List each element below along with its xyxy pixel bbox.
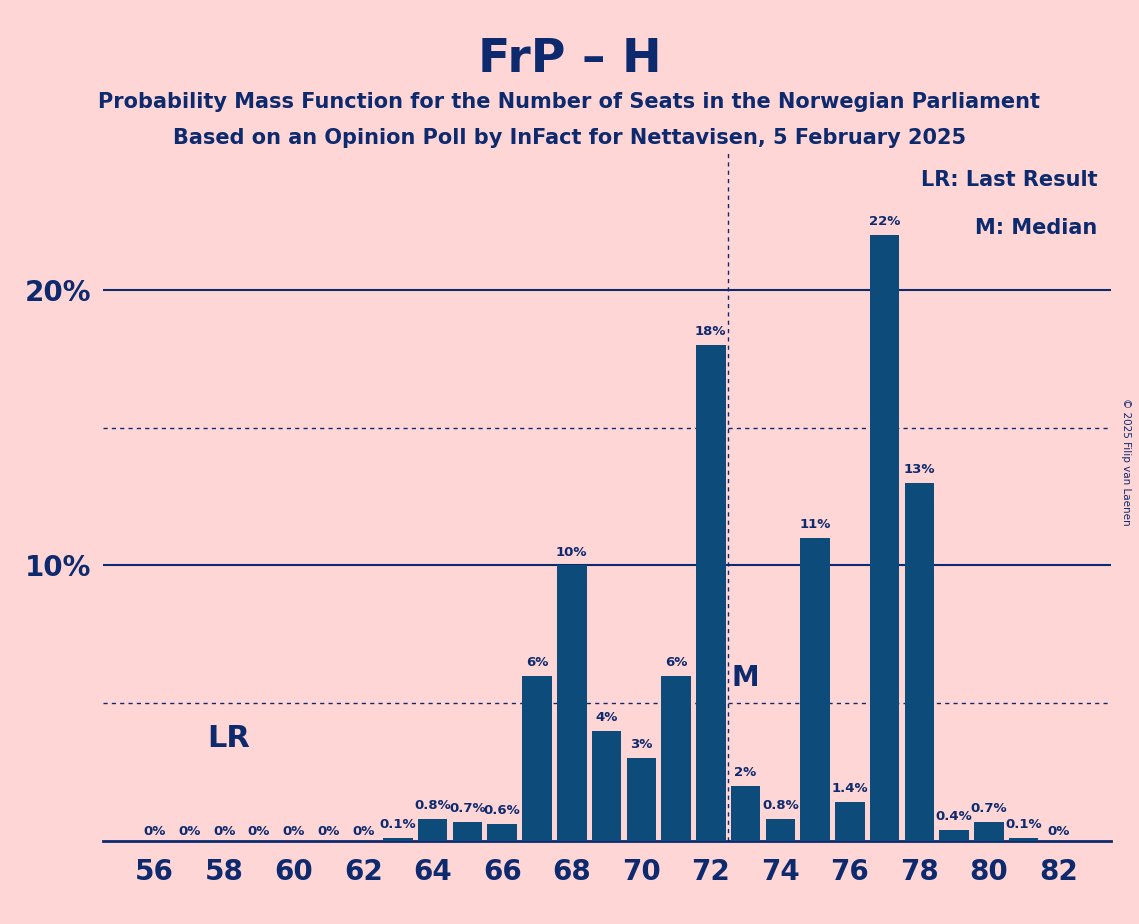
Text: 0.8%: 0.8%	[415, 799, 451, 812]
Bar	[765, 819, 795, 841]
Bar	[731, 785, 761, 841]
Text: 0%: 0%	[352, 825, 375, 838]
Bar	[626, 759, 656, 841]
Bar	[662, 675, 691, 841]
Bar	[696, 346, 726, 841]
Bar	[870, 235, 900, 841]
Bar	[940, 830, 969, 841]
Text: Based on an Opinion Poll by InFact for Nettavisen, 5 February 2025: Based on an Opinion Poll by InFact for N…	[173, 128, 966, 148]
Bar	[557, 565, 587, 841]
Bar	[974, 821, 1003, 841]
Text: LR: LR	[207, 723, 249, 753]
Text: 0%: 0%	[178, 825, 200, 838]
Bar	[383, 838, 412, 841]
Bar	[801, 538, 830, 841]
Text: LR: Last Result: LR: Last Result	[920, 170, 1097, 189]
Text: 0%: 0%	[213, 825, 236, 838]
Text: 0.7%: 0.7%	[449, 802, 486, 815]
Text: 11%: 11%	[800, 518, 830, 531]
Text: Probability Mass Function for the Number of Seats in the Norwegian Parliament: Probability Mass Function for the Number…	[98, 92, 1041, 113]
Bar	[452, 821, 482, 841]
Bar	[487, 824, 517, 841]
Text: 3%: 3%	[630, 738, 653, 751]
Text: 2%: 2%	[735, 766, 756, 779]
Text: 1.4%: 1.4%	[831, 783, 868, 796]
Bar	[904, 483, 934, 841]
Text: 0.6%: 0.6%	[484, 805, 521, 818]
Bar	[1009, 838, 1039, 841]
Text: M: Median: M: Median	[975, 218, 1097, 237]
Text: 0%: 0%	[1047, 825, 1070, 838]
Text: 0.4%: 0.4%	[936, 810, 973, 823]
Text: 0%: 0%	[318, 825, 339, 838]
Text: FrP – H: FrP – H	[477, 37, 662, 82]
Text: 13%: 13%	[903, 463, 935, 476]
Text: 6%: 6%	[665, 656, 687, 669]
Text: 18%: 18%	[695, 325, 727, 338]
Text: 0%: 0%	[282, 825, 305, 838]
Text: © 2025 Filip van Laenen: © 2025 Filip van Laenen	[1121, 398, 1131, 526]
Text: 0%: 0%	[144, 825, 166, 838]
Text: 0.7%: 0.7%	[970, 802, 1007, 815]
Text: 0.1%: 0.1%	[1006, 819, 1042, 832]
Text: 22%: 22%	[869, 215, 900, 228]
Text: 4%: 4%	[596, 711, 617, 723]
Text: 0.1%: 0.1%	[379, 819, 416, 832]
Text: 10%: 10%	[556, 545, 588, 559]
Bar	[592, 731, 621, 841]
Bar	[835, 802, 865, 841]
Text: 0.8%: 0.8%	[762, 799, 798, 812]
Bar	[418, 819, 448, 841]
Text: 6%: 6%	[526, 656, 548, 669]
Text: 0%: 0%	[248, 825, 270, 838]
Text: M: M	[731, 664, 760, 692]
Bar	[522, 675, 551, 841]
